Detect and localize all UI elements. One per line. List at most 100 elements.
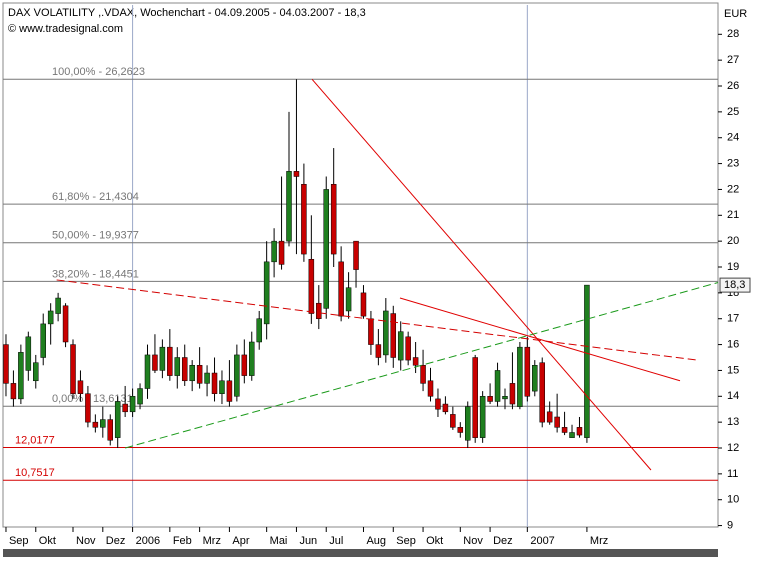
candle-body	[532, 365, 538, 392]
candle-body	[271, 240, 277, 263]
y-tick-label: 26	[727, 80, 739, 92]
candle-body	[152, 354, 158, 371]
candle-body	[278, 240, 285, 265]
candle-body	[62, 305, 69, 343]
candle-body	[85, 393, 91, 423]
candle-body	[3, 344, 9, 384]
plot-frame	[2, 2, 719, 528]
candle-body	[360, 292, 367, 317]
y-tick-label: 14	[727, 390, 739, 402]
y-tick-label: 12	[727, 442, 739, 454]
x-tick-label: Feb	[173, 535, 192, 547]
candle-body	[405, 336, 411, 361]
chart-subtitle: © www.tradesignal.com	[8, 23, 123, 35]
candle-body	[435, 398, 441, 410]
candle-body	[10, 383, 17, 400]
x-tick-label: Mai	[270, 535, 288, 547]
candle-body	[174, 357, 181, 376]
candle-body	[494, 370, 501, 402]
candle-body	[330, 184, 337, 255]
candle-body	[427, 380, 434, 397]
x-tick-label: Okt	[426, 535, 443, 547]
candle-body	[465, 406, 471, 441]
candle-body	[584, 284, 590, 438]
x-tick-label: Jun	[299, 535, 317, 547]
candle-body	[472, 357, 478, 438]
candle-body	[144, 354, 151, 389]
candle-body	[263, 261, 270, 325]
candle-body	[226, 380, 233, 402]
trend-line	[311, 78, 652, 471]
candle-body	[219, 380, 225, 394]
candle-body	[390, 313, 397, 358]
candle-body	[107, 419, 113, 441]
candle-body	[569, 432, 575, 438]
candle-body	[129, 396, 136, 413]
candle-body	[546, 411, 553, 423]
candle-body	[450, 414, 456, 428]
y-tick-label: 10	[727, 494, 739, 506]
y-tick-label: 23	[727, 157, 739, 169]
y-tick-label: 27	[727, 54, 739, 66]
candle-body	[55, 297, 61, 314]
x-tick-label: Nov	[76, 535, 96, 547]
y-axis-unit: EUR	[724, 8, 747, 20]
x-tick-label: Dez	[106, 535, 126, 547]
trend-line	[399, 297, 681, 382]
candle-body	[412, 357, 419, 366]
candle-body	[442, 403, 449, 413]
candle-body	[338, 261, 344, 317]
candle-body	[502, 396, 508, 400]
x-tick-label: Aug	[366, 535, 386, 547]
candle-body	[457, 427, 464, 433]
x-tick-label: Apr	[232, 535, 249, 547]
candle-body	[122, 403, 128, 413]
candle-body	[368, 318, 374, 345]
y-tick-label: 17	[727, 313, 739, 325]
x-tick-label: Sep	[9, 535, 29, 547]
x-tick-label: Okt	[39, 535, 56, 547]
x-tick-label: Dez	[493, 535, 513, 547]
candle-body	[204, 372, 210, 384]
scrollbar[interactable]	[3, 549, 718, 557]
candle-body	[249, 341, 255, 376]
chart-title: DAX VOLATILITY ,.VDAX, Wochenchart - 04.…	[8, 7, 366, 19]
candle-body	[479, 396, 486, 438]
y-tick-label: 25	[727, 106, 739, 118]
y-tick-label: 22	[727, 183, 739, 195]
candle-body	[211, 372, 218, 394]
candle-body	[40, 323, 46, 358]
level-label: 50,00% - 19,9377	[52, 230, 139, 242]
candle-body	[181, 357, 188, 382]
candle-body	[47, 310, 54, 325]
candle-body	[576, 427, 583, 436]
candle-body	[25, 336, 32, 371]
x-tick-label: Nov	[463, 535, 483, 547]
y-tick-label: 20	[727, 235, 739, 247]
candle-body	[92, 421, 99, 428]
candle-body	[561, 427, 568, 433]
candle-body	[286, 171, 292, 242]
y-tick-label: 28	[727, 28, 739, 40]
candle-body	[241, 354, 248, 376]
y-tick-label: 21	[727, 209, 739, 221]
candle-body	[234, 354, 240, 397]
y-tick-label: 24	[727, 132, 739, 144]
candle-body	[137, 388, 143, 405]
x-tick-label: Jul	[329, 535, 343, 547]
last-value-box	[719, 277, 751, 293]
candle-body	[301, 184, 307, 255]
candle-body	[517, 346, 523, 407]
candle-body	[524, 346, 531, 397]
candle-body	[308, 259, 315, 314]
y-tick-label: 13	[727, 416, 739, 428]
x-tick-label: 2007	[530, 535, 554, 547]
y-tick-label: 15	[727, 364, 739, 376]
candle-body	[100, 419, 106, 428]
candle-body	[397, 331, 404, 361]
candle-body	[70, 344, 76, 394]
level-label: 61,80% - 21,4304	[52, 191, 139, 203]
y-tick-label: 16	[727, 338, 739, 350]
x-tick-label: Sep	[396, 535, 416, 547]
